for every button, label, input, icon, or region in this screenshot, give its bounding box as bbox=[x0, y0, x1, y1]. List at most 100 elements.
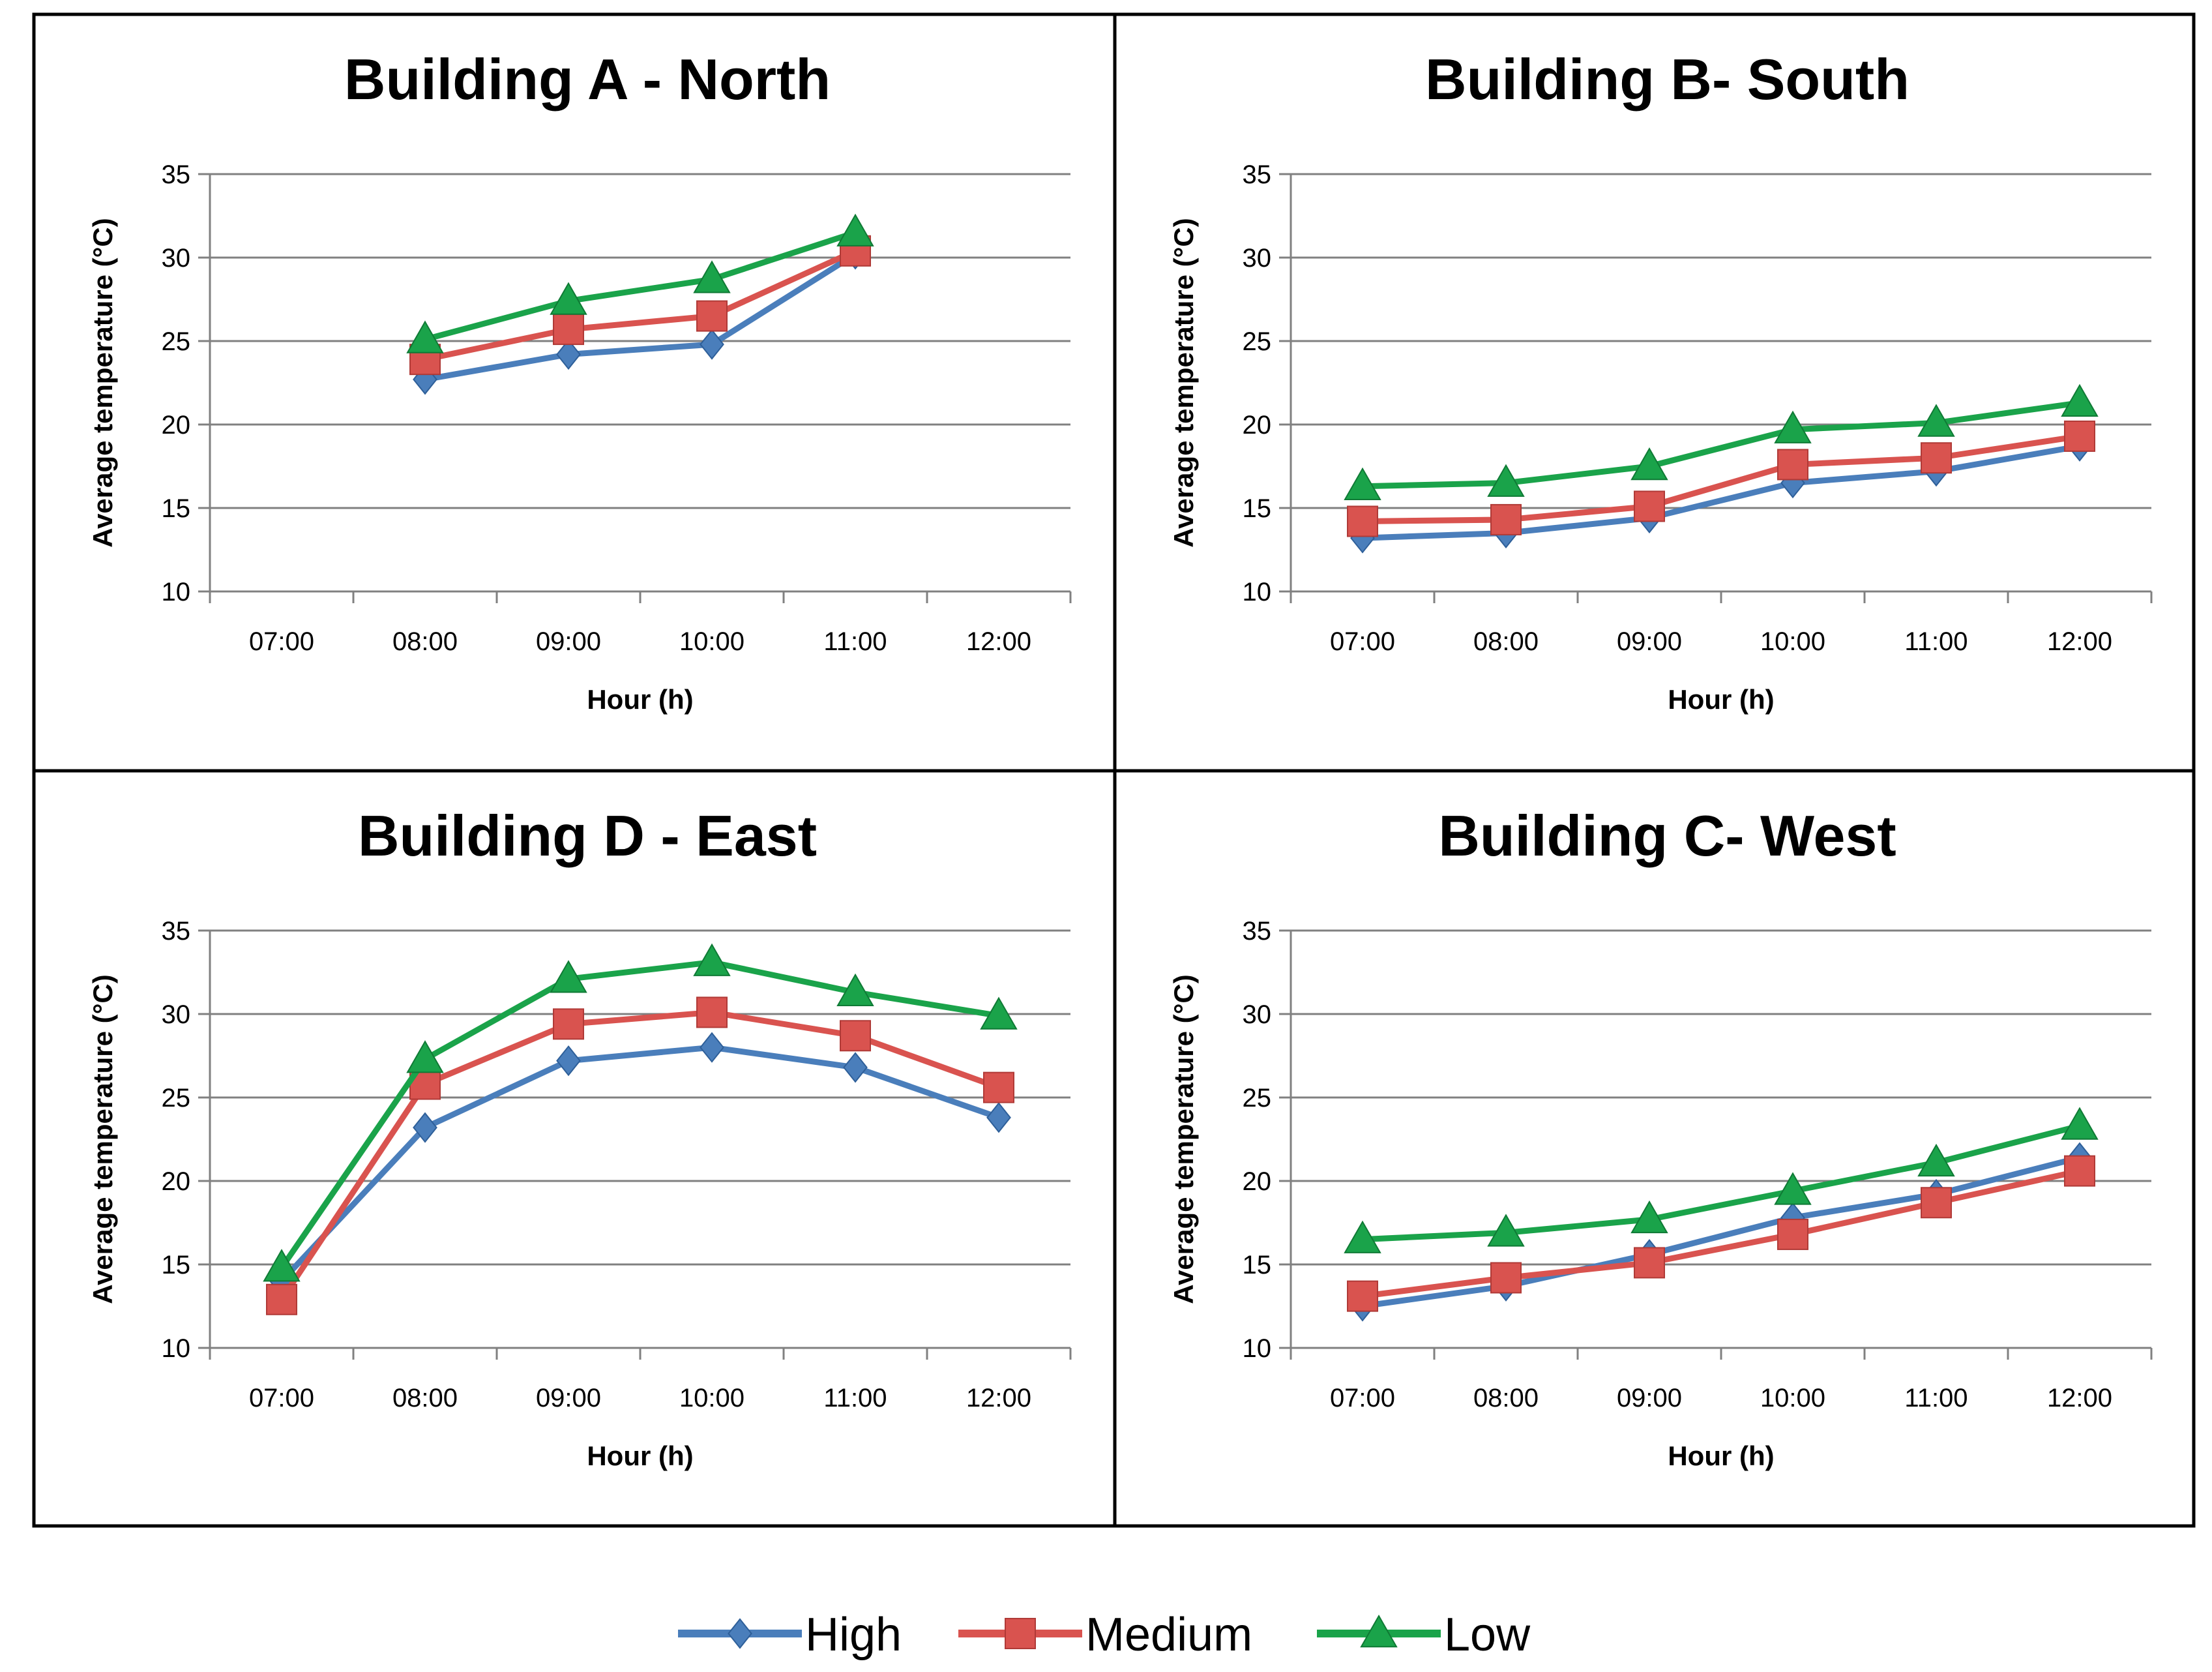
x-tick-label: 12:00 bbox=[2047, 627, 2112, 656]
data-point-medium bbox=[1490, 503, 1522, 535]
data-point-medium bbox=[266, 1283, 297, 1315]
y-tick-label: 30 bbox=[1243, 1000, 1272, 1029]
data-point-medium bbox=[1921, 1187, 1952, 1219]
data-point-high bbox=[843, 1052, 868, 1083]
data-point-medium bbox=[1634, 1247, 1665, 1279]
series-line-medium bbox=[279, 1009, 1000, 1302]
x-tick-label: 09:00 bbox=[1617, 1384, 1682, 1412]
data-point-low bbox=[2061, 383, 2099, 417]
legend-label: Low bbox=[1444, 1609, 1531, 1661]
series-line-low bbox=[279, 959, 999, 1270]
x-tick-label: 10:00 bbox=[679, 627, 745, 656]
x-tick-label: 11:00 bbox=[823, 627, 887, 656]
y-tick-label: 10 bbox=[162, 1334, 191, 1363]
x-tick-label: 11:00 bbox=[1904, 627, 1968, 656]
data-point-medium bbox=[1347, 505, 1378, 537]
data-point-low bbox=[1630, 447, 1668, 481]
data-point-medium bbox=[1777, 1218, 1808, 1250]
y-tick-label: 15 bbox=[1243, 1251, 1272, 1279]
series-line-low bbox=[1362, 1123, 2081, 1243]
data-point-low bbox=[1487, 1214, 1525, 1247]
x-tick-label: 08:00 bbox=[392, 627, 458, 656]
data-point-low bbox=[406, 1040, 444, 1073]
data-point-low bbox=[1917, 404, 1955, 437]
data-point-low bbox=[836, 973, 874, 1006]
x-tick-label: 12:00 bbox=[2047, 1384, 2112, 1412]
data-point-low bbox=[1487, 464, 1525, 497]
legend-marker bbox=[1360, 1614, 1398, 1648]
data-point-low bbox=[1774, 1172, 1812, 1205]
x-tick-label: 07:00 bbox=[249, 627, 314, 656]
x-tick-label: 07:00 bbox=[1330, 627, 1395, 656]
chart-panels: Building A - North 10 15 20 25 30 35 07:00 08:00… bbox=[32, 12, 2196, 1528]
series-line-high bbox=[1362, 443, 2080, 541]
x-axis-title: Hour (h) bbox=[1668, 684, 1774, 715]
data-point-medium bbox=[2064, 1155, 2095, 1187]
y-axis-title: Average temperature (°C) bbox=[87, 218, 118, 547]
chart-panel-3: Building D - East 10 15 20 25 30 35 07:00 08:00 0… bbox=[87, 803, 1072, 1471]
y-tick-label: 35 bbox=[1243, 160, 1272, 189]
data-point-low bbox=[1344, 467, 1381, 500]
y-tick-label: 30 bbox=[162, 244, 191, 273]
data-point-low bbox=[550, 282, 587, 315]
data-point-low bbox=[1344, 1220, 1381, 1253]
y-tick-label: 15 bbox=[162, 494, 191, 523]
data-point-low bbox=[1917, 1143, 1955, 1177]
data-point-medium bbox=[553, 314, 584, 346]
chart-panel-4: Building C- West 10 15 20 25 30 35 07:00 08:00 09… bbox=[1168, 803, 2153, 1471]
legend-marker bbox=[1005, 1618, 1036, 1649]
data-point-low bbox=[693, 943, 731, 976]
data-point-low bbox=[1630, 1200, 1668, 1234]
y-tick-label: 20 bbox=[1243, 411, 1272, 440]
y-tick-label: 15 bbox=[162, 1251, 191, 1279]
y-tick-label: 25 bbox=[1243, 327, 1272, 356]
data-point-medium bbox=[2064, 420, 2095, 452]
y-tick-label: 10 bbox=[1243, 578, 1272, 606]
x-tick-label: 07:00 bbox=[1330, 1384, 1395, 1412]
data-point-low bbox=[693, 260, 731, 293]
data-point-low bbox=[980, 996, 1018, 1030]
x-tick-label: 08:00 bbox=[1473, 627, 1539, 656]
series-line-high bbox=[279, 1044, 1000, 1283]
y-tick-label: 20 bbox=[162, 411, 191, 440]
x-tick-label: 10:00 bbox=[1760, 1384, 1825, 1412]
data-point-high bbox=[700, 329, 724, 360]
data-point-low bbox=[406, 320, 444, 353]
y-tick-label: 25 bbox=[162, 1084, 191, 1112]
panel-title: Building A - North bbox=[344, 47, 831, 112]
data-point-medium bbox=[983, 1071, 1014, 1103]
x-tick-label: 08:00 bbox=[1473, 1384, 1539, 1412]
data-point-medium bbox=[1347, 1280, 1378, 1312]
legend-item-high: High bbox=[678, 1609, 902, 1661]
x-tick-label: 12:00 bbox=[966, 1384, 1031, 1412]
x-tick-label: 09:00 bbox=[1617, 627, 1682, 656]
data-point-medium bbox=[1777, 449, 1808, 481]
y-tick-label: 20 bbox=[1243, 1167, 1272, 1196]
x-tick-label: 08:00 bbox=[392, 1384, 458, 1412]
legend-marker bbox=[728, 1618, 752, 1649]
series-line-medium bbox=[1362, 433, 2080, 524]
legend-label: Medium bbox=[1085, 1609, 1252, 1661]
series-line-medium bbox=[424, 248, 857, 363]
data-point-medium bbox=[696, 300, 728, 332]
data-point-medium bbox=[696, 996, 728, 1028]
legend-item-medium: Medium bbox=[958, 1609, 1252, 1661]
data-point-medium bbox=[840, 1020, 871, 1052]
data-point-medium bbox=[1490, 1262, 1522, 1294]
x-axis-title: Hour (h) bbox=[587, 1441, 693, 1471]
y-tick-label: 30 bbox=[1243, 244, 1272, 273]
series-line-high bbox=[424, 252, 857, 383]
series-line-low bbox=[1362, 400, 2080, 490]
data-point-low bbox=[550, 960, 587, 993]
y-axis-title: Average temperature (°C) bbox=[1168, 974, 1199, 1304]
series-line-low bbox=[424, 230, 857, 342]
panel-title: Building C- West bbox=[1438, 803, 1896, 868]
chart-panel-2: Building B- South 10 15 20 25 30 35 07:00 08:00 0… bbox=[1168, 47, 2153, 715]
x-axis-title: Hour (h) bbox=[1668, 1441, 1774, 1471]
y-tick-label: 15 bbox=[1243, 494, 1272, 523]
data-point-high bbox=[556, 1045, 581, 1077]
panel-title: Building D - East bbox=[358, 803, 817, 868]
x-axis-title: Hour (h) bbox=[587, 684, 693, 715]
data-point-low bbox=[1774, 410, 1812, 443]
y-tick-label: 25 bbox=[1243, 1084, 1272, 1112]
